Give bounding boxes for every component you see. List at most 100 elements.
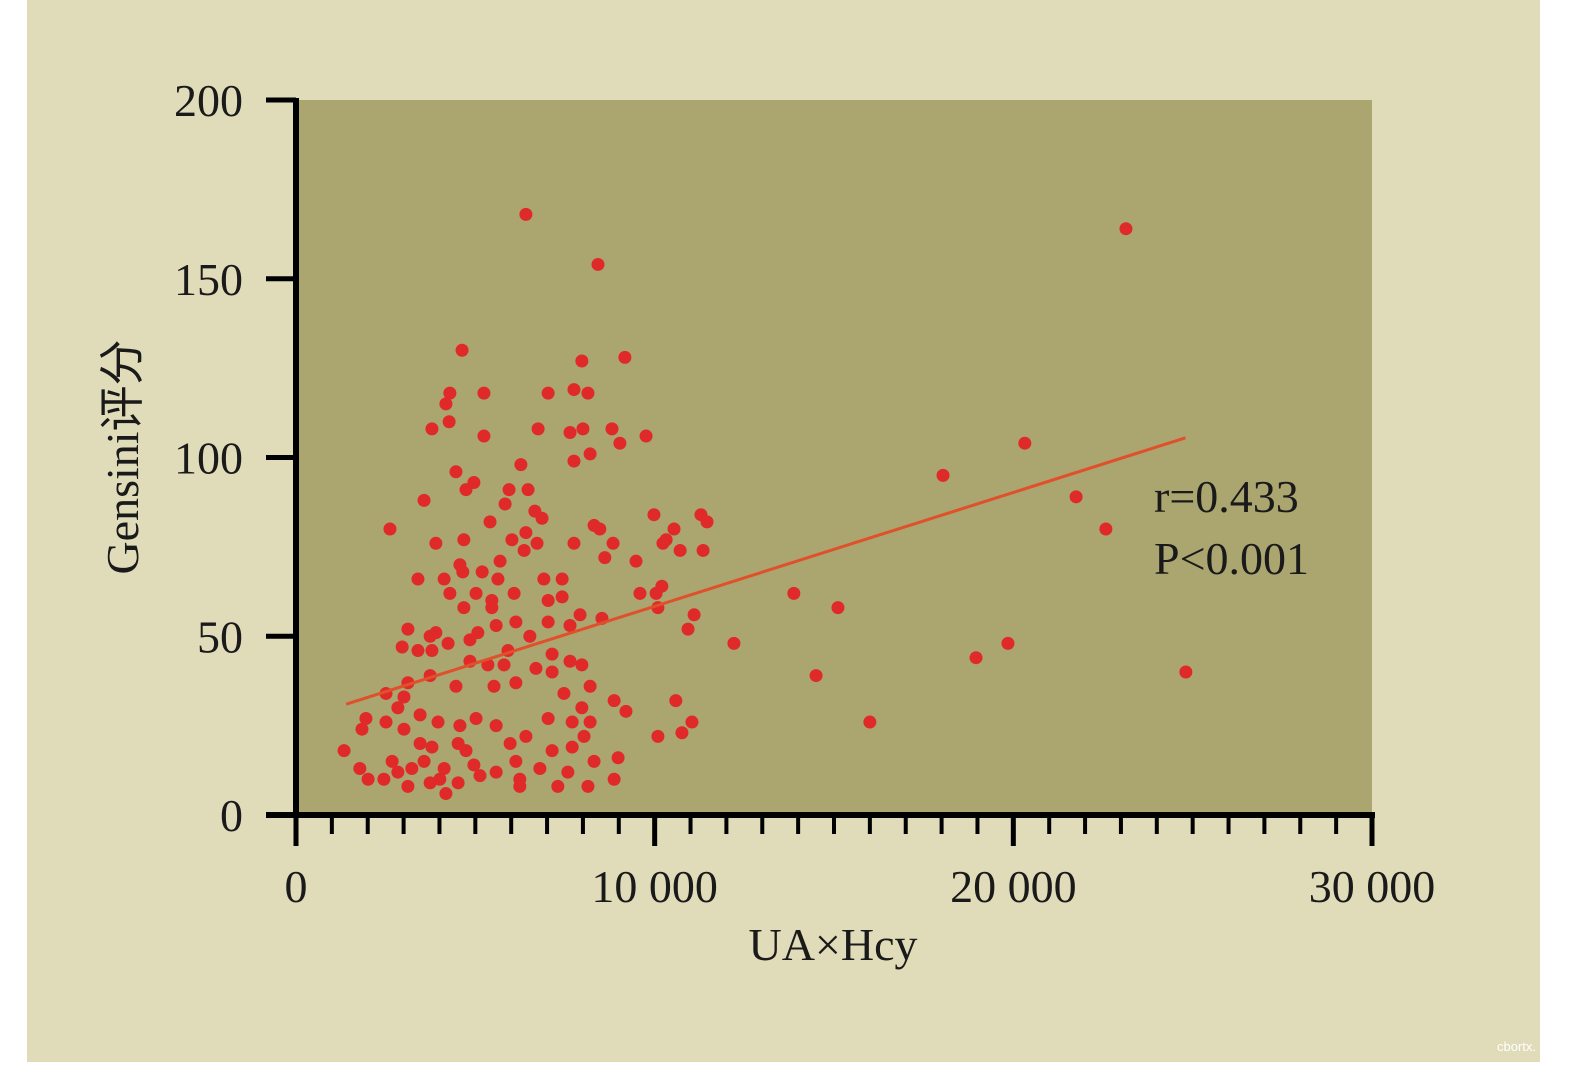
point <box>606 536 620 550</box>
point <box>379 715 393 729</box>
point <box>519 526 533 540</box>
point <box>493 554 507 568</box>
point <box>425 740 439 754</box>
point <box>469 586 483 600</box>
point <box>425 644 439 658</box>
point <box>453 719 467 733</box>
point <box>509 676 523 690</box>
point <box>377 772 391 786</box>
point <box>537 572 551 586</box>
point <box>561 765 575 779</box>
x-axis-label: UA×Hcy <box>748 919 917 970</box>
point <box>700 515 714 529</box>
point <box>491 572 505 586</box>
point <box>477 386 491 400</box>
point <box>1001 636 1015 650</box>
y-tick-label: 100 <box>174 433 243 484</box>
point <box>423 776 437 790</box>
point <box>437 762 451 776</box>
point <box>581 779 595 793</box>
x-tick-label: 20 000 <box>950 861 1077 912</box>
point <box>509 615 523 629</box>
point <box>521 483 535 497</box>
x-tick-label: 10 000 <box>591 861 718 912</box>
point <box>831 601 845 615</box>
point <box>673 543 687 557</box>
point <box>411 572 425 586</box>
point <box>517 543 531 557</box>
point <box>401 622 415 636</box>
point <box>567 536 581 550</box>
point <box>567 454 581 468</box>
point <box>541 615 555 629</box>
point <box>411 644 425 658</box>
point <box>401 779 415 793</box>
y-tick-label: 50 <box>197 611 243 662</box>
point <box>451 776 465 790</box>
point <box>413 708 427 722</box>
point <box>551 779 565 793</box>
point <box>439 787 453 801</box>
point <box>383 522 397 536</box>
point <box>503 737 517 750</box>
point <box>519 207 533 221</box>
point <box>443 386 457 400</box>
point <box>656 536 670 550</box>
point <box>487 679 501 693</box>
point <box>502 483 516 497</box>
point <box>337 744 351 758</box>
point <box>514 458 528 472</box>
point <box>361 772 375 786</box>
point <box>473 769 487 783</box>
point <box>581 386 595 400</box>
point <box>639 429 653 443</box>
y-tick-label: 150 <box>174 254 243 305</box>
point <box>727 636 741 650</box>
point <box>459 483 473 497</box>
point <box>1069 490 1083 504</box>
point <box>498 497 512 511</box>
point <box>555 590 569 604</box>
point <box>429 536 443 550</box>
point <box>613 436 627 450</box>
point <box>567 383 581 397</box>
point <box>529 661 543 675</box>
point <box>545 665 559 679</box>
point <box>696 543 710 557</box>
point <box>397 722 411 736</box>
point <box>437 572 451 586</box>
point <box>1179 665 1193 679</box>
point <box>563 619 577 633</box>
point <box>519 729 533 743</box>
point <box>443 586 457 600</box>
point <box>359 711 373 725</box>
point <box>607 772 621 786</box>
point <box>485 601 499 615</box>
point <box>591 257 605 271</box>
point <box>1018 436 1032 450</box>
point <box>575 658 589 672</box>
point <box>669 694 683 708</box>
point <box>439 397 453 411</box>
point <box>425 422 439 436</box>
point <box>611 751 625 765</box>
point <box>489 719 503 733</box>
point <box>523 629 537 643</box>
point <box>575 701 589 715</box>
y-axis-label: Gensini评分 <box>97 339 148 574</box>
point <box>583 447 597 461</box>
point <box>531 422 545 436</box>
point <box>507 586 521 600</box>
point <box>475 565 489 579</box>
point <box>505 533 519 547</box>
point <box>618 350 632 364</box>
point <box>413 737 427 750</box>
point <box>607 694 621 708</box>
point <box>969 651 983 665</box>
point <box>545 647 559 661</box>
y-tick-label: 200 <box>174 75 243 126</box>
point <box>541 594 555 607</box>
point <box>583 679 597 693</box>
point <box>545 744 559 758</box>
